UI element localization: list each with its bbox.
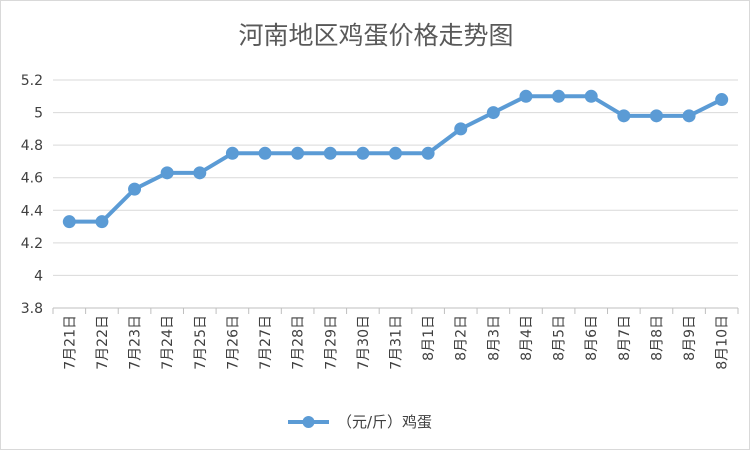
x-tick-label: 8月1日 xyxy=(421,315,437,361)
x-tick-label: 7月26日 xyxy=(225,315,241,370)
y-tick-label: 4 xyxy=(34,268,43,284)
data-point xyxy=(486,106,500,120)
y-tick-label: 4.8 xyxy=(21,138,43,154)
y-tick-label: 4.6 xyxy=(21,171,43,187)
x-tick-label: 8月10日 xyxy=(715,315,731,370)
data-point xyxy=(649,109,663,123)
data-point xyxy=(258,146,272,160)
data-point xyxy=(95,215,109,229)
chart-title: 河南地区鸡蛋价格走势图 xyxy=(238,21,513,50)
series-layer xyxy=(62,89,729,229)
x-tick-label: 7月29日 xyxy=(323,315,339,370)
x-tick-label: 7月25日 xyxy=(193,315,209,370)
x-tick-label: 7月28日 xyxy=(291,315,307,370)
data-point xyxy=(552,89,566,103)
legend-label: （元/斤）鸡蛋 xyxy=(337,413,432,431)
x-tick-label: 7月31日 xyxy=(389,315,405,370)
data-point xyxy=(356,146,370,160)
data-point xyxy=(617,109,631,123)
y-tick-label: 4.4 xyxy=(21,203,43,219)
x-tick-label: 8月2日 xyxy=(454,315,470,361)
data-point xyxy=(421,146,435,160)
y-tick-label: 4.2 xyxy=(21,236,43,252)
data-point xyxy=(454,122,468,136)
x-tick-label: 8月9日 xyxy=(682,315,698,361)
data-point xyxy=(62,215,76,229)
x-tick-label: 8月3日 xyxy=(486,315,502,361)
x-axis: 7月21日 7月22日 7月23日 7月24日 7月25日 7月26日 7月27日 7月28日… xyxy=(52,308,739,370)
data-point xyxy=(389,146,402,160)
x-tick-label: 7月21日 xyxy=(62,315,78,370)
x-tick-label: 7月22日 xyxy=(95,315,111,370)
x-tick-label: 7月27日 xyxy=(258,315,274,370)
x-tick-label: 7月30日 xyxy=(356,315,372,370)
data-point xyxy=(225,146,239,160)
x-tick-label: 8月7日 xyxy=(617,315,633,361)
legend: （元/斤）鸡蛋 xyxy=(288,413,432,431)
x-tick-label: 8月5日 xyxy=(552,315,568,361)
y-tick-label: 5 xyxy=(34,106,43,122)
x-tick-label: 8月8日 xyxy=(649,315,665,361)
x-tick-label: 8月4日 xyxy=(519,315,535,361)
x-tick-label: 7月23日 xyxy=(128,315,144,370)
y-tick-label: 5.2 xyxy=(21,73,43,89)
legend-point-marker xyxy=(302,416,315,428)
data-point xyxy=(291,146,305,160)
data-point xyxy=(682,109,696,123)
data-point xyxy=(715,93,729,107)
data-point xyxy=(128,182,142,196)
data-point xyxy=(193,166,207,180)
y-tick-label: 3.8 xyxy=(21,301,43,317)
y-axis: 3.8 4 4.2 4.4 4.6 4.8 5 5.2 xyxy=(21,73,43,317)
data-point xyxy=(160,166,174,180)
x-tick-label: 8月6日 xyxy=(584,315,600,361)
x-tick-label: 7月24日 xyxy=(160,315,176,370)
data-point xyxy=(519,89,533,103)
data-point xyxy=(584,89,598,103)
data-point xyxy=(323,146,337,160)
